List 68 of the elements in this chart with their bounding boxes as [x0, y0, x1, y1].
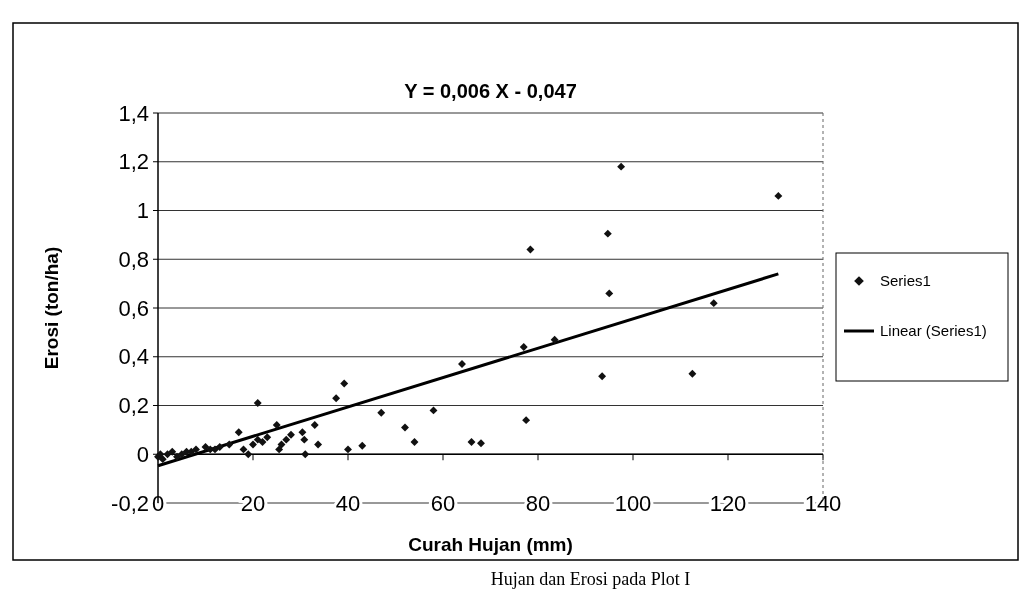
- x-tick-label: 20: [240, 491, 266, 516]
- point: [275, 445, 284, 454]
- x-tick-label: 140: [804, 491, 842, 516]
- point: [272, 421, 281, 429]
- point: [287, 430, 295, 439]
- point: [377, 408, 386, 417]
- point: [298, 428, 307, 437]
- point: [332, 394, 341, 403]
- point: [617, 162, 626, 171]
- point: [605, 289, 614, 298]
- point: [774, 191, 783, 200]
- x-tick-label: 40: [335, 491, 361, 516]
- y-tick-label: 0,2: [118, 393, 149, 419]
- y-tick-label: 0,4: [118, 344, 149, 370]
- point: [244, 450, 253, 459]
- point: [598, 372, 607, 381]
- point: [603, 229, 612, 238]
- point: [314, 440, 323, 449]
- y-tick-label: 1,2: [118, 149, 149, 175]
- x-tick-label: 60: [430, 491, 456, 516]
- point: [519, 343, 528, 351]
- chart-title: Y = 0,006 X - 0,047: [404, 80, 577, 102]
- point: [410, 438, 419, 447]
- point: [709, 299, 718, 308]
- point: [401, 423, 409, 432]
- point: [239, 445, 248, 454]
- text: Hujan dan Erosi pada Plot I: [490, 569, 691, 589]
- x-axis-title: Curah Hujan (mm): [408, 534, 573, 555]
- y-tick-label: 0,6: [118, 295, 149, 321]
- point: [263, 433, 272, 442]
- point: [477, 439, 485, 448]
- y-tick-label: -0,2: [111, 490, 149, 516]
- point: [467, 438, 476, 447]
- point: [234, 428, 243, 437]
- x-tick-label: 80: [525, 491, 551, 516]
- point: [301, 450, 310, 459]
- point: [522, 416, 531, 425]
- point: [215, 442, 224, 451]
- point: [211, 445, 219, 454]
- y-tick-label: 0,8: [118, 246, 149, 272]
- x-tick-label: 100: [614, 491, 652, 516]
- legend-label: Series1: [880, 272, 931, 290]
- point: [163, 450, 172, 459]
- y-axis-title: Erosi (ton/ha): [41, 246, 62, 370]
- point: [300, 435, 309, 444]
- legend-label: Linear (Series1): [880, 322, 987, 340]
- y-tick-label: 1: [136, 198, 149, 224]
- point: [429, 406, 438, 415]
- point: [201, 442, 210, 451]
- x-tick-label: 120: [709, 491, 747, 516]
- point: [688, 369, 697, 378]
- point: [282, 435, 291, 444]
- point: [340, 379, 349, 388]
- point: [192, 445, 200, 454]
- point: [344, 445, 352, 454]
- y-tick-label: 0: [136, 441, 149, 467]
- point: [249, 440, 257, 449]
- point: [550, 335, 559, 344]
- point: [168, 447, 177, 456]
- point: [173, 452, 181, 461]
- point: [458, 360, 466, 369]
- point: [526, 245, 535, 254]
- point: [358, 441, 367, 450]
- y-tick-label: 1,4: [118, 100, 149, 126]
- point: [253, 399, 262, 408]
- point: [258, 438, 267, 447]
- point: [225, 440, 234, 449]
- point: [310, 421, 319, 429]
